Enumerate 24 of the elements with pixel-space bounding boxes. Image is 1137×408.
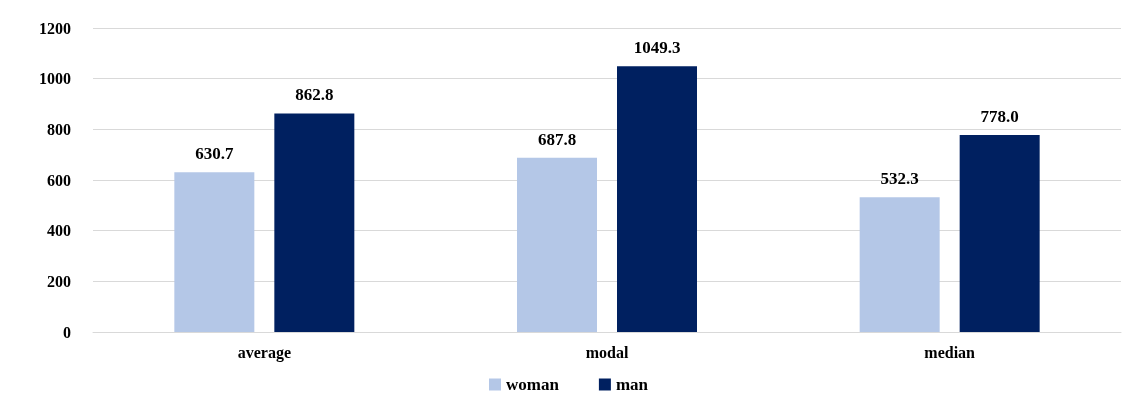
data-label: 1049.3	[633, 38, 681, 58]
legend-label: man	[615, 375, 649, 394]
data-label: 532.3	[880, 169, 919, 189]
y-tick-label: 1000	[39, 70, 71, 88]
x-tick-label: average	[237, 343, 291, 362]
bar	[617, 66, 697, 332]
x-tick-label: modal	[585, 343, 629, 361]
bar	[859, 197, 940, 332]
data-label: 687.8	[537, 129, 577, 149]
bar	[959, 134, 1040, 332]
data-label: 862.8	[295, 85, 334, 105]
y-tick-label: 0	[63, 323, 71, 341]
bar	[517, 157, 597, 332]
bar	[274, 113, 355, 332]
legend-label: woman	[506, 375, 560, 394]
y-tick-label: 600	[47, 171, 71, 189]
x-tick-label: median	[924, 343, 976, 361]
y-tick-label: 200	[47, 272, 71, 290]
y-tick-label: 800	[47, 120, 71, 138]
y-tick-label: 1200	[39, 19, 71, 37]
data-label: 778.0	[980, 106, 1019, 126]
data-label: 630.7	[195, 144, 234, 164]
y-tick-label: 400	[47, 222, 71, 240]
bar	[174, 172, 255, 332]
